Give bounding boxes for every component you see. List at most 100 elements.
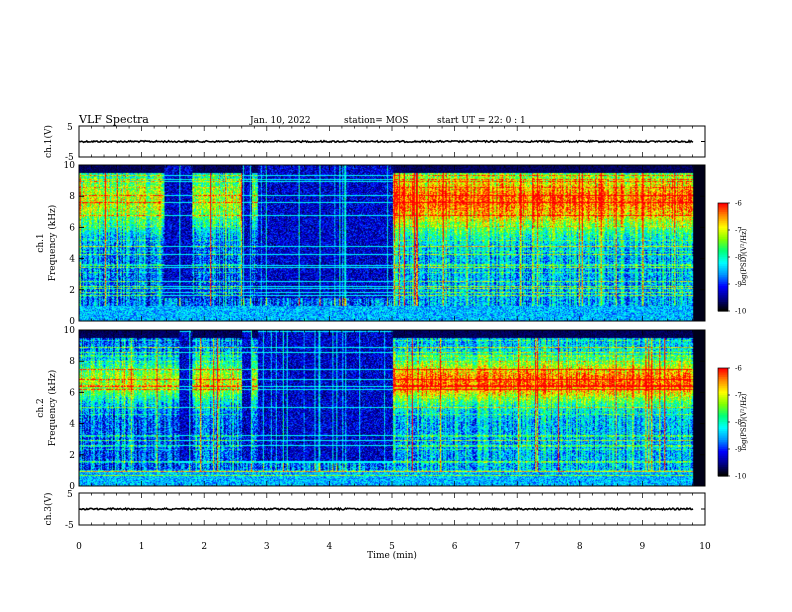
colorbar-cell — [718, 302, 728, 305]
x-tick-label: 3 — [264, 542, 270, 552]
x-tick-label: 2 — [201, 542, 207, 552]
colorbar-cell — [718, 447, 728, 450]
colorbar-cell — [718, 382, 728, 385]
y-tick-label: 6 — [69, 388, 75, 398]
colorbar-cell — [718, 474, 728, 477]
time-axis: 0 1 2 3 4 5 6 7 8 9 10 Time (min) — [76, 542, 711, 561]
y-tick-label: 4 — [69, 420, 75, 430]
colorbar-cell — [718, 389, 728, 392]
colorbar-tick-label: -9 — [735, 446, 742, 454]
station-label: station= MOS — [344, 116, 408, 126]
x-tick-label: 6 — [452, 542, 458, 552]
colorbar-cell — [718, 307, 728, 310]
colorbar-cell — [718, 230, 728, 233]
figure-title: VLF Spectra — [78, 113, 149, 126]
colorbar-cell — [718, 431, 728, 434]
colorbar-cell — [718, 378, 728, 382]
colorbar-cell — [718, 373, 728, 376]
y-axis-label-line: ch.1 — [36, 233, 46, 252]
colorbar-cell — [718, 260, 728, 263]
colorbar-cell — [718, 262, 728, 265]
colorbar-cell — [718, 402, 728, 405]
colorbar-cell — [718, 404, 728, 407]
colorbar-cell — [718, 470, 728, 473]
y-tick-label: 5 — [67, 490, 73, 500]
y-tick-label: 4 — [69, 255, 75, 265]
date-label: Jan. 10, 2022 — [249, 116, 311, 126]
x-tick-label: 0 — [76, 542, 82, 552]
colorbar-cell — [718, 467, 728, 470]
colorbar-tick-label: -10 — [735, 308, 746, 316]
colorbar-tick-label: -7 — [735, 227, 742, 235]
ch2-spectrogram-heatmap — [79, 330, 705, 486]
colorbar-label: log(PSD)(V²/Hz) — [740, 393, 748, 450]
colorbar-cell — [718, 303, 728, 307]
colorbar-cell — [718, 273, 728, 276]
x-tick-label: 5 — [389, 542, 395, 552]
colorbar-cell — [718, 239, 728, 242]
colorbar-cell — [718, 249, 728, 253]
y-axis-label: ch.1 Frequency (kHz) — [36, 205, 58, 282]
colorbar-cell — [718, 269, 728, 272]
colorbar-cell — [718, 278, 728, 281]
colorbar-cell — [718, 206, 728, 209]
colorbar-tick-label: -8 — [735, 254, 742, 262]
colorbar-cell — [718, 210, 728, 213]
colorbar-cell — [718, 434, 728, 437]
colorbar-cell — [718, 445, 728, 448]
colorbar-cell — [718, 443, 728, 446]
colorbar-cell — [718, 387, 728, 391]
colorbar-cell — [718, 465, 728, 468]
colorbar-cell — [718, 282, 728, 285]
colorbar-cell — [718, 226, 728, 229]
colorbar-cell — [718, 409, 728, 412]
colorbar-cell — [718, 257, 728, 260]
colorbar-cell — [718, 251, 728, 254]
colorbar-cell — [718, 468, 728, 472]
colorbar-cell — [718, 305, 728, 308]
y-tick-label: 0 — [69, 482, 75, 492]
colorbar-cell — [718, 289, 728, 292]
y-axis-label-line: Frequency (kHz) — [47, 205, 58, 282]
colorbar-cell — [718, 222, 728, 226]
colorbar-cell — [718, 414, 728, 418]
colorbar-cell — [718, 300, 728, 303]
colorbar-cell — [718, 208, 728, 211]
y-tick-label: 8 — [69, 192, 75, 202]
colorbar-cell — [718, 454, 728, 457]
x-tick-label: 1 — [139, 542, 145, 552]
colorbar-cell — [718, 391, 728, 394]
start-time-label: start UT = 22: 0 : 1 — [437, 116, 526, 126]
colorbar-cell — [718, 452, 728, 455]
colorbar-cell — [718, 371, 728, 374]
colorbar-cell — [718, 429, 728, 432]
colorbar-cell — [718, 425, 728, 428]
x-tick-label: 4 — [327, 542, 333, 552]
colorbar-cell — [718, 285, 728, 289]
waveform-trace — [78, 506, 694, 512]
colorbar-cell — [718, 246, 728, 249]
ch1-waveform-panel: 5 -5 ch.1(V) — [43, 123, 706, 163]
colorbar-tick-label: -6 — [735, 200, 742, 208]
y-axis-label: ch.1(V) — [43, 125, 54, 158]
colorbar-cell — [718, 413, 728, 416]
colorbar-cell — [718, 369, 728, 373]
colorbar-cell — [718, 395, 728, 398]
colorbar-cell — [718, 233, 728, 236]
x-tick-label: 10 — [699, 542, 711, 552]
colorbar-cell — [718, 309, 728, 312]
colorbar-cell — [718, 393, 728, 396]
x-tick-label: 7 — [514, 542, 520, 552]
colorbar-cell — [718, 422, 728, 425]
colorbar-cell — [718, 221, 728, 224]
colorbar-cell — [718, 456, 728, 459]
colorbar-cell — [718, 235, 728, 238]
colorbar-cell — [718, 228, 728, 231]
colorbar-cell — [718, 253, 728, 256]
colorbar-cell — [718, 400, 728, 403]
colorbar-tick-label: -8 — [735, 419, 742, 427]
colorbar-cell — [718, 450, 728, 454]
colorbar-cell — [718, 258, 728, 262]
colorbar-cell — [718, 396, 728, 400]
